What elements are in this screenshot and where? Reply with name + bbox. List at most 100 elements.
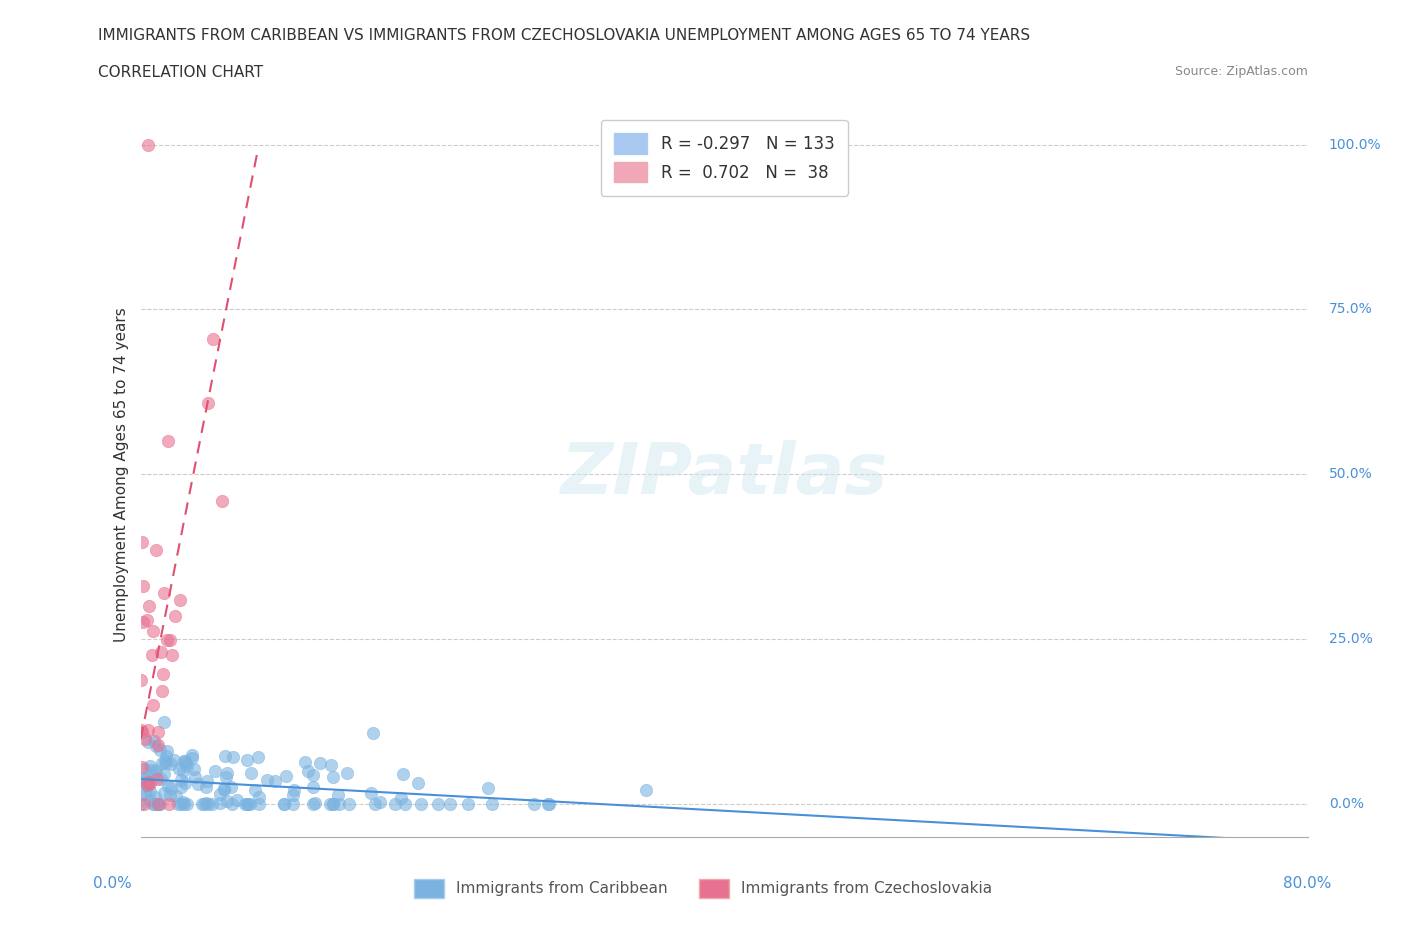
Point xyxy=(394,797,416,812)
Point xyxy=(155,755,177,770)
Point xyxy=(184,769,207,784)
Point xyxy=(145,763,167,777)
Point xyxy=(319,797,342,812)
Point xyxy=(181,748,204,763)
Point xyxy=(309,755,332,770)
Point xyxy=(222,750,245,764)
Point xyxy=(236,797,259,812)
Point xyxy=(159,632,181,647)
Point xyxy=(135,777,157,792)
Point xyxy=(145,542,167,557)
Point xyxy=(129,797,152,812)
Point xyxy=(176,759,198,774)
Point xyxy=(159,788,181,803)
Point xyxy=(135,776,157,790)
Point xyxy=(148,724,170,739)
Point xyxy=(326,788,349,803)
Point xyxy=(156,632,179,647)
Point xyxy=(136,777,159,792)
Point xyxy=(283,788,305,803)
Point xyxy=(191,797,214,812)
Point xyxy=(136,137,159,152)
Point xyxy=(294,754,316,769)
Point xyxy=(172,764,194,778)
Point xyxy=(204,764,226,778)
Point xyxy=(297,764,319,778)
Point xyxy=(211,494,233,509)
Point xyxy=(139,776,162,790)
Point xyxy=(157,778,180,793)
Point xyxy=(159,780,181,795)
Legend: R = -0.297   N = 133, R =  0.702   N =  38: R = -0.297 N = 133, R = 0.702 N = 38 xyxy=(600,120,848,195)
Point xyxy=(364,797,387,812)
Point xyxy=(212,781,235,796)
Point xyxy=(384,797,406,812)
Point xyxy=(132,614,155,629)
Point xyxy=(129,723,152,737)
Point xyxy=(337,797,360,812)
Point xyxy=(138,783,160,798)
Point xyxy=(152,755,174,770)
Point xyxy=(172,794,194,809)
Point xyxy=(166,797,188,812)
Point xyxy=(360,785,382,800)
Point xyxy=(193,797,215,812)
Point xyxy=(217,794,239,809)
Point xyxy=(240,765,263,780)
Point xyxy=(165,608,187,623)
Point xyxy=(361,725,384,740)
Point xyxy=(134,732,156,747)
Point xyxy=(173,754,195,769)
Point xyxy=(146,737,169,752)
Point xyxy=(142,734,165,749)
Point xyxy=(135,613,157,628)
Point xyxy=(187,777,209,791)
Point xyxy=(335,766,357,781)
Point xyxy=(219,779,242,794)
Point xyxy=(165,789,187,804)
Point xyxy=(427,797,450,812)
Text: 100.0%: 100.0% xyxy=(1329,138,1381,152)
Point xyxy=(246,750,269,764)
Y-axis label: Unemployment Among Ages 65 to 74 years: Unemployment Among Ages 65 to 74 years xyxy=(114,307,129,642)
Point xyxy=(197,396,219,411)
Point xyxy=(247,797,270,812)
Point xyxy=(392,766,415,781)
Point xyxy=(256,773,278,788)
Point xyxy=(146,797,169,812)
Point xyxy=(134,787,156,802)
Point xyxy=(283,783,305,798)
Point xyxy=(136,723,159,737)
Point xyxy=(146,797,169,812)
Point xyxy=(155,743,177,758)
Point xyxy=(301,797,323,812)
Point xyxy=(153,753,176,768)
Point xyxy=(322,769,344,784)
Point xyxy=(152,667,174,682)
Point xyxy=(135,772,157,787)
Point xyxy=(150,684,173,698)
Point xyxy=(481,797,503,812)
Point xyxy=(129,672,152,687)
Point xyxy=(183,762,205,777)
Point xyxy=(131,760,153,775)
Point xyxy=(236,752,259,767)
Point xyxy=(304,795,326,810)
Point xyxy=(301,767,323,782)
Point xyxy=(143,797,166,812)
Text: CORRELATION CHART: CORRELATION CHART xyxy=(98,65,263,80)
Point xyxy=(368,795,391,810)
Point xyxy=(131,535,153,550)
Point xyxy=(138,758,160,773)
Point xyxy=(134,771,156,786)
Point xyxy=(215,765,238,780)
Point xyxy=(408,776,430,790)
Point xyxy=(221,797,243,812)
Point xyxy=(169,772,191,787)
Legend: Immigrants from Caribbean, Immigrants from Czechoslovakia: Immigrants from Caribbean, Immigrants fr… xyxy=(408,873,998,904)
Point xyxy=(273,797,295,812)
Point xyxy=(439,797,461,812)
Text: Source: ZipAtlas.com: Source: ZipAtlas.com xyxy=(1174,65,1308,78)
Point xyxy=(176,797,198,812)
Point xyxy=(157,797,180,812)
